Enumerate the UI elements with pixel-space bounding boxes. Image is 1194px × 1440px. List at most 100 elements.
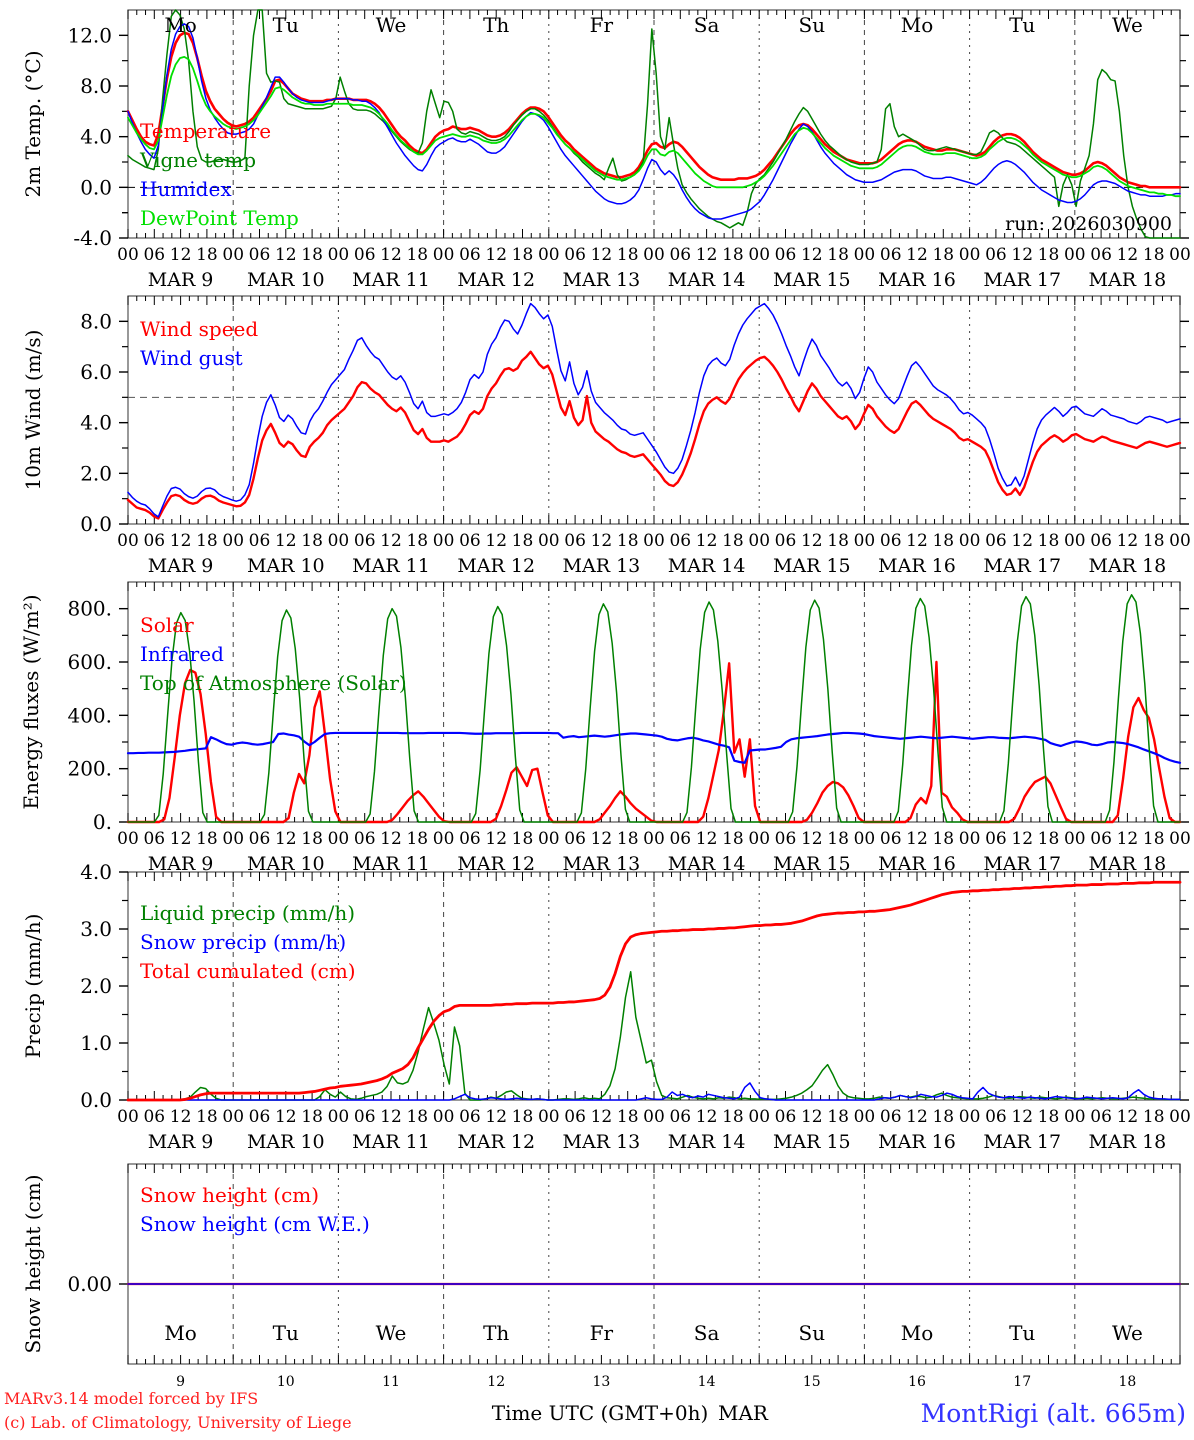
hour-tick-label: 12 <box>380 531 402 551</box>
hour-tick-label: 18 <box>196 1107 218 1127</box>
hour-tick-label: 12 <box>906 829 928 849</box>
legend-item: Snow height (cm) <box>140 1183 319 1207</box>
y-tick-label: 2.0 <box>80 974 112 998</box>
y-tick-label: 12.0 <box>67 23 112 47</box>
y-tick-label: 0.0 <box>80 1088 112 1112</box>
date-label: MAR 17 <box>983 555 1061 577</box>
hour-tick-label: 06 <box>985 245 1007 265</box>
date-label: MAR 9 <box>148 269 214 291</box>
hour-tick-label: 00 <box>117 829 139 849</box>
hour-tick-label: 06 <box>1090 1107 1112 1127</box>
legend-item: Solar <box>140 613 194 637</box>
day-name-label: Tu <box>1009 1321 1035 1345</box>
hour-tick-label: 18 <box>617 829 639 849</box>
hour-tick-label: 12 <box>170 531 192 551</box>
hour-tick-label: 18 <box>406 245 428 265</box>
y-tick-label: 0.0 <box>80 512 112 536</box>
hour-tick-label: 06 <box>459 531 481 551</box>
hour-tick-label: 00 <box>117 245 139 265</box>
date-label: MAR 17 <box>983 853 1061 875</box>
hour-tick-label: 12 <box>1011 245 1033 265</box>
date-label: MAR 11 <box>352 269 430 291</box>
hour-tick-label: 00 <box>433 245 455 265</box>
legend-item: Liquid precip (mm/h) <box>140 901 355 925</box>
hour-tick-label: 18 <box>301 245 323 265</box>
day-name-label: Tu <box>273 1321 299 1345</box>
date-label: MAR 16 <box>878 269 956 291</box>
hour-tick-label: 12 <box>1011 829 1033 849</box>
day-name-label: Mo <box>901 13 934 37</box>
hour-tick-label: 12 <box>275 531 297 551</box>
hour-tick-label: 06 <box>1090 245 1112 265</box>
hour-tick-label: 12 <box>275 245 297 265</box>
hour-tick-label: 18 <box>1143 531 1165 551</box>
hour-tick-label: 00 <box>328 531 350 551</box>
hour-tick-label: 18 <box>827 531 849 551</box>
date-label: MAR 18 <box>1089 1131 1167 1153</box>
hour-tick-label: 00 <box>538 245 560 265</box>
series-line-snow-precip-mm-h <box>127 1082 1181 1101</box>
legend-item: Snow precip (mm/h) <box>140 930 346 954</box>
panel-precip: 0.0 1.0 2.0 3.0 4.0 Precip (mm/h) Liquid preci… <box>21 860 1191 1153</box>
series-line-temperature <box>126 31 1182 189</box>
hour-tick-label: 06 <box>143 531 165 551</box>
hour-tick-label: 18 <box>1143 829 1165 849</box>
series-line-vigne-temp <box>127 9 1181 239</box>
hour-tick-label: 06 <box>985 1107 1007 1127</box>
hour-tick-label: 00 <box>854 829 876 849</box>
y-axis-title: Precip (mm/h) <box>21 914 45 1059</box>
day-number-label: 18 <box>1118 1374 1136 1390</box>
date-label: MAR 13 <box>563 853 641 875</box>
day-name-label: We <box>376 1321 407 1345</box>
hour-tick-label: 00 <box>643 531 665 551</box>
hour-tick-label: 00 <box>1169 531 1191 551</box>
series-line-humidex <box>127 23 1181 220</box>
y-tick-label: 1.0 <box>80 1031 112 1055</box>
hour-tick-label: 00 <box>433 829 455 849</box>
hour-tick-label: 18 <box>512 1107 534 1127</box>
hour-tick-label: 18 <box>406 1107 428 1127</box>
hour-tick-label: 18 <box>617 245 639 265</box>
hour-tick-label: 00 <box>1064 1107 1086 1127</box>
hour-tick-label: 00 <box>1064 531 1086 551</box>
day-name-label: Th <box>483 1321 509 1345</box>
day-number-label: 11 <box>382 1374 400 1390</box>
hour-tick-label: 00 <box>222 1107 244 1127</box>
date-label: MAR 12 <box>457 853 535 875</box>
legend-item: Wind speed <box>140 317 258 341</box>
hour-tick-label: 00 <box>959 245 981 265</box>
day-number-label: 17 <box>1013 1374 1031 1390</box>
y-tick-label: 400. <box>67 703 112 727</box>
hour-tick-label: 06 <box>880 1107 902 1127</box>
hour-tick-label: 18 <box>932 829 954 849</box>
y-tick-label: 0.00 <box>67 1272 112 1296</box>
hour-tick-label: 00 <box>433 531 455 551</box>
y-axis-title: Energy fluxes (W/m²) <box>19 594 43 809</box>
hour-tick-label: 12 <box>801 245 823 265</box>
y-tick-label: 6.0 <box>80 360 112 384</box>
hour-tick-label: 00 <box>1064 245 1086 265</box>
hour-tick-label: 00 <box>1169 1107 1191 1127</box>
hour-tick-label: 18 <box>406 531 428 551</box>
hour-tick-label: 12 <box>1117 1107 1139 1127</box>
hour-tick-label: 18 <box>617 531 639 551</box>
legend-item: DewPoint Temp <box>140 206 299 230</box>
hour-tick-label: 06 <box>775 245 797 265</box>
hour-tick-label: 00 <box>854 531 876 551</box>
hour-tick-label: 12 <box>906 531 928 551</box>
hour-tick-label: 18 <box>196 829 218 849</box>
legend-item: Temperature <box>140 119 271 143</box>
hour-tick-label: 12 <box>170 245 192 265</box>
hour-tick-label: 18 <box>301 531 323 551</box>
hour-tick-label: 06 <box>775 1107 797 1127</box>
date-label: MAR 12 <box>457 1131 535 1153</box>
day-number-label: 9 <box>176 1374 185 1390</box>
hour-tick-label: 18 <box>1038 1107 1060 1127</box>
footer-model-line: MARv3.14 model forced by IFS <box>4 1389 258 1408</box>
date-label: MAR 10 <box>247 555 325 577</box>
hour-tick-label: 12 <box>801 1107 823 1127</box>
day-name-label: Fr <box>590 1321 614 1345</box>
day-name-label: We <box>1112 1321 1143 1345</box>
hour-tick-label: 06 <box>1090 829 1112 849</box>
date-label: MAR 16 <box>878 853 956 875</box>
